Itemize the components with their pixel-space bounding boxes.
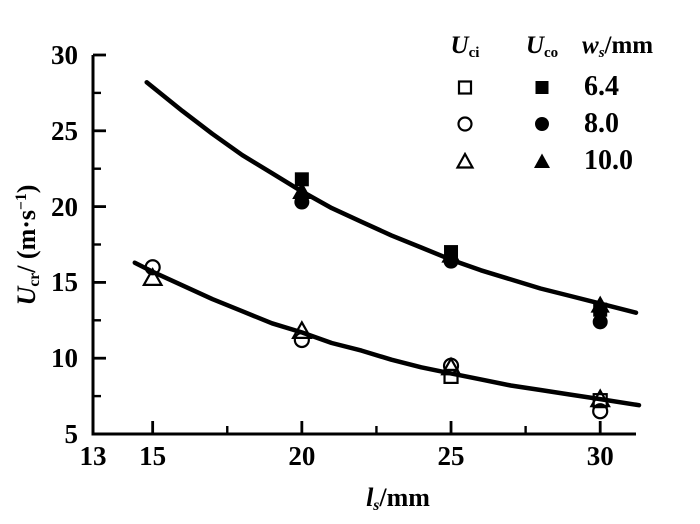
open-triangle-marker (440, 356, 462, 376)
legend-ws-var: w (582, 31, 599, 59)
open-circle-marker (144, 259, 161, 276)
solid-triangle-marker (292, 181, 312, 199)
fit-curve-0 (144, 80, 639, 315)
x-tick-label: 15 (139, 441, 167, 471)
x-tick-label: 13 (79, 441, 107, 471)
legend-value-6-4: 6.4 (584, 70, 619, 102)
legend-uci-var: U (450, 31, 469, 59)
y-tick-label: 15 (51, 267, 78, 298)
legend-open-circle-icon (457, 115, 473, 132)
y-tick-label: 30 (51, 40, 78, 70)
open-triangle-marker (291, 320, 313, 340)
y-tick-label: 25 (51, 115, 78, 146)
fit-curve-1 (132, 260, 642, 408)
open-square-marker (443, 368, 459, 384)
y-title-exponent: −1 (13, 193, 31, 210)
y-title-variable: U (11, 286, 41, 306)
legend-solid-circle-icon (535, 116, 549, 131)
x-title-variable: l (366, 482, 374, 512)
legend-uco-var: U (525, 31, 544, 59)
y-tick-label: 20 (51, 191, 78, 222)
legend-header-ws: ws/mm (582, 32, 653, 62)
x-axis-title: ls/mm (366, 483, 430, 515)
x-tick-label: 30 (586, 441, 614, 471)
legend-header-uci: Uci (451, 32, 480, 62)
y-title-close: ) (11, 184, 41, 194)
legend: Uci Uco ws/mm 6.4 8.0 10.0 (428, 26, 688, 179)
y-tick-label: 5 (64, 419, 79, 449)
solid-circle-marker (592, 314, 608, 330)
legend-open-square-icon (457, 79, 473, 95)
legend-ws-sub: s (598, 45, 605, 62)
legend-solid-triangle-icon (534, 153, 550, 168)
open-triangle-marker (589, 388, 611, 408)
open-circle-marker (293, 331, 310, 349)
x-title-units: /mm (379, 482, 430, 512)
y-title-subscript: cr (26, 272, 44, 287)
legend-uco-sub: co (543, 45, 559, 62)
legend-solid-square-icon (535, 80, 549, 94)
y-axis-title: Ucr/ (m·s−1) (12, 185, 44, 306)
legend-value-10-0: 10.0 (584, 144, 633, 176)
legend-open-triangle-icon (455, 151, 475, 169)
legend-ws-units: /mm (604, 31, 654, 59)
legend-header-uco: Uco (526, 32, 558, 62)
y-title-units: / (m·s (11, 209, 41, 273)
x-title-subscript: s (373, 497, 380, 515)
x-tick-label: 25 (437, 441, 465, 471)
open-triangle-marker (141, 267, 164, 286)
x-tick-label: 20 (288, 441, 316, 471)
y-tick-label: 10 (51, 343, 78, 374)
legend-value-8-0: 8.0 (584, 107, 619, 139)
legend-uci-sub: ci (468, 45, 480, 62)
solid-triangle-marker (441, 245, 461, 263)
solid-triangle-marker (590, 295, 610, 313)
open-circle-marker (592, 403, 609, 420)
